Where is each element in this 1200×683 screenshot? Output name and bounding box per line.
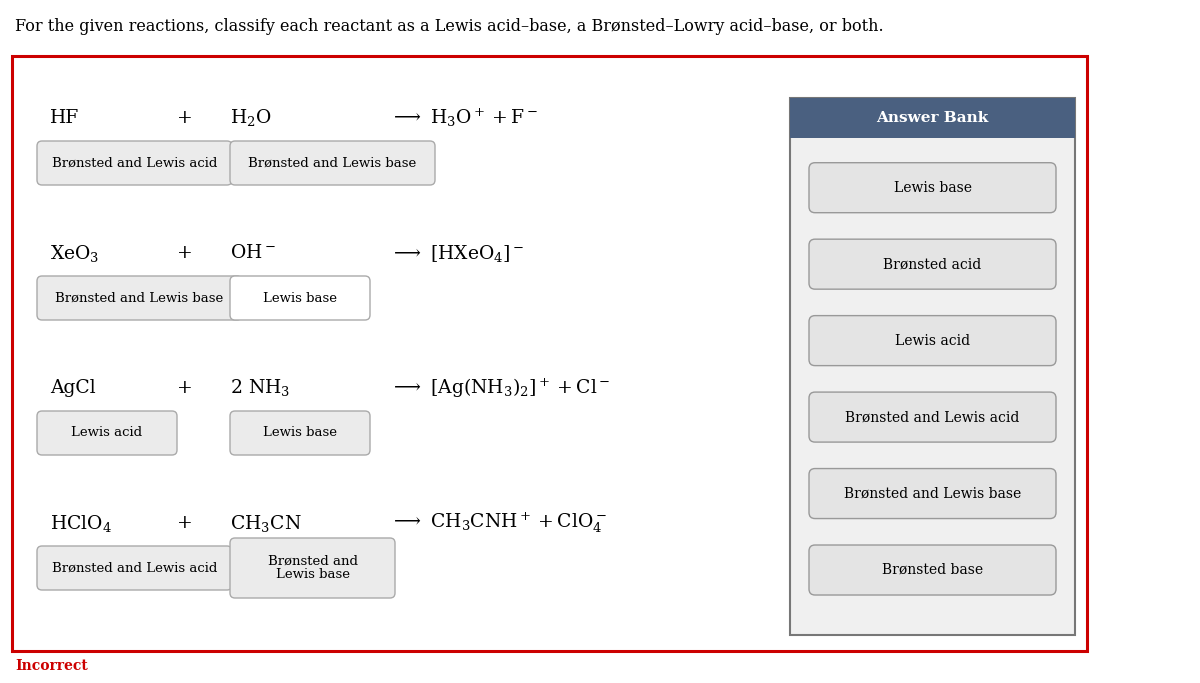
Text: Brønsted and Lewis base: Brønsted and Lewis base — [844, 486, 1021, 501]
FancyBboxPatch shape — [230, 141, 434, 185]
Text: +: + — [178, 514, 193, 532]
Text: +: + — [178, 109, 193, 127]
Text: Lewis base: Lewis base — [894, 181, 972, 195]
Text: $\mathregular{HClO_4}$: $\mathregular{HClO_4}$ — [50, 512, 112, 533]
FancyBboxPatch shape — [809, 392, 1056, 442]
Text: Brønsted and Lewis acid: Brønsted and Lewis acid — [845, 410, 1020, 424]
FancyBboxPatch shape — [809, 545, 1056, 595]
Text: $\mathregular{\longrightarrow\ H_3O^+ + F^-}$: $\mathregular{\longrightarrow\ H_3O^+ + … — [390, 107, 538, 129]
Text: Answer Bank: Answer Bank — [876, 111, 989, 125]
Text: Brønsted and: Brønsted and — [268, 555, 358, 568]
Text: Brønsted and Lewis acid: Brønsted and Lewis acid — [52, 561, 217, 574]
Text: Lewis acid: Lewis acid — [72, 426, 143, 439]
FancyBboxPatch shape — [809, 239, 1056, 289]
Text: $\mathregular{H_2O}$: $\mathregular{H_2O}$ — [230, 107, 271, 128]
Text: $\mathregular{OH^-}$: $\mathregular{OH^-}$ — [230, 244, 276, 262]
Text: Brønsted base: Brønsted base — [882, 563, 983, 577]
Text: $\mathregular{\longrightarrow\ [Ag(NH_3)_2]^+ + Cl^-}$: $\mathregular{\longrightarrow\ [Ag(NH_3)… — [390, 376, 611, 400]
Text: Brønsted and Lewis base: Brønsted and Lewis base — [248, 156, 416, 169]
Text: Lewis base: Lewis base — [263, 426, 337, 439]
Text: Brønsted and Lewis base: Brønsted and Lewis base — [55, 292, 223, 305]
Text: Lewis base: Lewis base — [263, 292, 337, 305]
Text: Lewis base: Lewis base — [276, 568, 349, 581]
FancyBboxPatch shape — [37, 276, 242, 320]
FancyBboxPatch shape — [809, 163, 1056, 212]
FancyBboxPatch shape — [790, 98, 1075, 635]
FancyBboxPatch shape — [37, 141, 232, 185]
Text: Brønsted acid: Brønsted acid — [883, 257, 982, 271]
Text: $\mathregular{CH_3CN}$: $\mathregular{CH_3CN}$ — [230, 512, 301, 533]
FancyBboxPatch shape — [230, 276, 370, 320]
Text: +: + — [178, 379, 193, 397]
FancyBboxPatch shape — [230, 411, 370, 455]
FancyBboxPatch shape — [37, 411, 178, 455]
FancyBboxPatch shape — [12, 56, 1087, 651]
FancyBboxPatch shape — [230, 538, 395, 598]
Text: $\mathregular{2\ NH_3}$: $\mathregular{2\ NH_3}$ — [230, 378, 290, 398]
Text: $\mathregular{XeO_3}$: $\mathregular{XeO_3}$ — [50, 242, 100, 264]
Text: $\mathregular{\longrightarrow\ [HXeO_4]^-}$: $\mathregular{\longrightarrow\ [HXeO_4]^… — [390, 242, 524, 264]
Text: +: + — [178, 244, 193, 262]
Text: HF: HF — [50, 109, 79, 127]
Text: $\mathregular{\longrightarrow\ CH_3CNH^+ + ClO_4^-}$: $\mathregular{\longrightarrow\ CH_3CNH^+… — [390, 511, 607, 535]
FancyBboxPatch shape — [37, 546, 232, 590]
FancyBboxPatch shape — [790, 98, 1075, 138]
Text: Incorrect: Incorrect — [14, 659, 88, 673]
Text: Brønsted and Lewis acid: Brønsted and Lewis acid — [52, 156, 217, 169]
FancyBboxPatch shape — [809, 469, 1056, 518]
FancyBboxPatch shape — [809, 316, 1056, 365]
Text: Lewis acid: Lewis acid — [895, 333, 970, 348]
Text: For the given reactions, classify each reactant as a Lewis acid–base, a Brønsted: For the given reactions, classify each r… — [14, 18, 883, 35]
Text: AgCl: AgCl — [50, 379, 96, 397]
